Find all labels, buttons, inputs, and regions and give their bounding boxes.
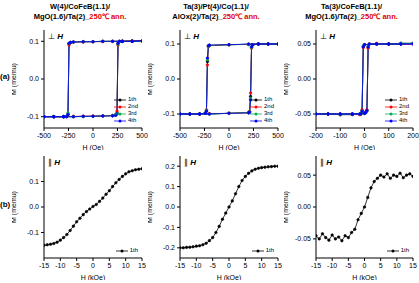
html-text:1th: 1th [399,96,408,102]
html-text:∥ H: ∥ H [48,158,60,167]
html-text:1th: 1th [400,247,409,253]
svg-text:0.05: 0.05 [297,172,311,179]
svg-text:-0.1: -0.1 [27,113,39,120]
html-text:4th: 4th [399,117,408,123]
html-text:2nd: 2nd [264,103,274,109]
svg-text:H (kOe): H (kOe) [352,274,377,280]
svg-text:0: 0 [91,132,95,139]
html-text:MgO(1.6)/Ta(2)_ 250℃ ann.: MgO(1.6)/Ta(2)_ 250℃ ann. [33,12,127,21]
svg-text:500: 500 [136,132,148,139]
svg-text:M (memu): M (memu) [12,63,18,95]
html-text:1th: 1th [129,247,138,253]
svg-text:-0.2: -0.2 [163,244,175,251]
svg-text:-0.05: -0.05 [295,235,311,242]
svg-text:5: 5 [243,262,247,269]
svg-text:0.0: 0.0 [29,75,39,82]
svg-text:0.0: 0.0 [29,203,39,210]
svg-text:-250: -250 [197,132,211,139]
html-text:3rd: 3rd [128,110,137,116]
svg-text:0.1: 0.1 [165,183,175,190]
svg-text:0.0: 0.0 [165,75,175,82]
svg-text:M (memu): M (memu) [284,191,290,223]
svg-text:-10: -10 [55,262,65,269]
html-text:3rd: 3rd [264,110,273,116]
svg-text:0.1: 0.1 [29,38,39,45]
svg-text:0.00: 0.00 [297,203,311,210]
svg-text:0: 0 [227,262,231,269]
svg-text:H (kOe): H (kOe) [81,274,106,280]
html-text:Ta(3)/Pt(4)/Co(1.1)/: Ta(3)/Pt(4)/Co(1.1)/ [183,2,249,11]
svg-text:-10: -10 [191,262,201,269]
svg-text:-500: -500 [173,132,187,139]
svg-text:0: 0 [363,262,367,269]
html-text:⊥ H: ⊥ H [48,32,63,41]
svg-text:0.2: 0.2 [165,163,175,170]
html-text:∥ H: ∥ H [320,158,332,167]
svg-text:-500: -500 [37,132,51,139]
html-text:1th: 1th [265,247,274,253]
html-text:1th: 1th [264,96,273,102]
html-text:3rd: 3rd [399,110,408,116]
html-text:2nd: 2nd [128,103,138,109]
svg-text:0.1: 0.1 [165,40,175,47]
svg-text:5: 5 [107,262,111,269]
svg-text:-5: -5 [210,262,216,269]
html-text:4th: 4th [264,117,273,123]
svg-text:-15: -15 [39,262,49,269]
svg-text:15: 15 [409,262,411,269]
svg-text:-15: -15 [175,262,185,269]
svg-text:-250: -250 [61,132,75,139]
svg-text:H (Oe): H (Oe) [219,144,240,150]
svg-text:10: 10 [122,262,130,269]
html-text:2nd: 2nd [399,103,409,109]
html-text:MgO(1.6)/Ta(2)_ 250℃ ann.: MgO(1.6)/Ta(2)_ 250℃ ann. [305,12,398,21]
html-text:⊥ H: ⊥ H [184,32,199,41]
svg-text:0.1: 0.1 [29,178,39,185]
svg-text:-100: -100 [333,132,347,139]
html-text:AlOx(2)/Ta(2)_ 250℃ ann.: AlOx(2)/Ta(2)_ 250℃ ann. [172,12,260,21]
svg-text:-0.1: -0.1 [27,229,39,236]
svg-text:-200: -200 [309,132,323,139]
svg-text:-5: -5 [74,262,80,269]
svg-text:-0.1: -0.1 [163,224,175,231]
svg-text:-15: -15 [311,262,321,269]
svg-text:H (Oe): H (Oe) [354,144,375,150]
html-text:(a): (a) [0,72,10,81]
svg-text:M (memu): M (memu) [148,63,154,95]
svg-text:H (kOe): H (kOe) [217,274,242,280]
html-text:W(4)/CoFeB(1.1)/: W(4)/CoFeB(1.1)/ [50,2,110,11]
svg-text:200: 200 [407,132,411,139]
svg-text:0: 0 [91,262,95,269]
svg-text:-5: -5 [345,262,351,269]
svg-text:M (memu): M (memu) [284,63,290,95]
svg-text:500: 500 [272,132,284,139]
svg-text:15: 15 [138,262,146,269]
svg-text:0: 0 [363,132,367,139]
svg-text:250: 250 [248,132,260,139]
svg-text:0: 0 [227,132,231,139]
svg-text:0.05: 0.05 [297,40,311,47]
html-text:∥ H: ∥ H [184,158,196,167]
svg-text:250: 250 [112,132,124,139]
svg-text:-0.05: -0.05 [295,110,311,117]
html-text:⊥ H: ⊥ H [320,32,335,41]
html-text:(b): (b) [0,200,11,209]
html-text:4th: 4th [128,117,137,123]
svg-text:M (memu): M (memu) [148,191,154,223]
svg-text:-10: -10 [327,262,337,269]
svg-text:100: 100 [383,132,395,139]
svg-text:0.0: 0.0 [165,203,175,210]
svg-text:10: 10 [258,262,266,269]
svg-text:-0.1: -0.1 [163,110,175,117]
svg-text:10: 10 [393,262,401,269]
svg-text:5: 5 [379,262,383,269]
svg-text:M (memu): M (memu) [12,191,18,223]
html-text:Ta(3)/CoFeB(1.1)/: Ta(3)/CoFeB(1.1)/ [320,2,383,11]
svg-text:H (Oe): H (Oe) [83,144,104,150]
svg-text:15: 15 [274,262,282,269]
svg-text:0.00: 0.00 [297,75,311,82]
html-text:1th: 1th [128,96,137,102]
